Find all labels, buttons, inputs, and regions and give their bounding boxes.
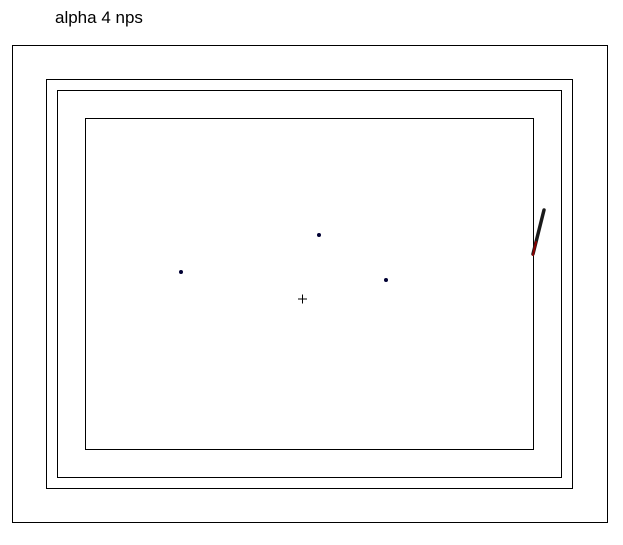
- plot-title: alpha 4 nps: [55, 8, 143, 27]
- outer-frame: [12, 45, 608, 523]
- arena-frame: [85, 118, 534, 450]
- inner-frame: [57, 90, 562, 478]
- middle-frame: [46, 79, 573, 489]
